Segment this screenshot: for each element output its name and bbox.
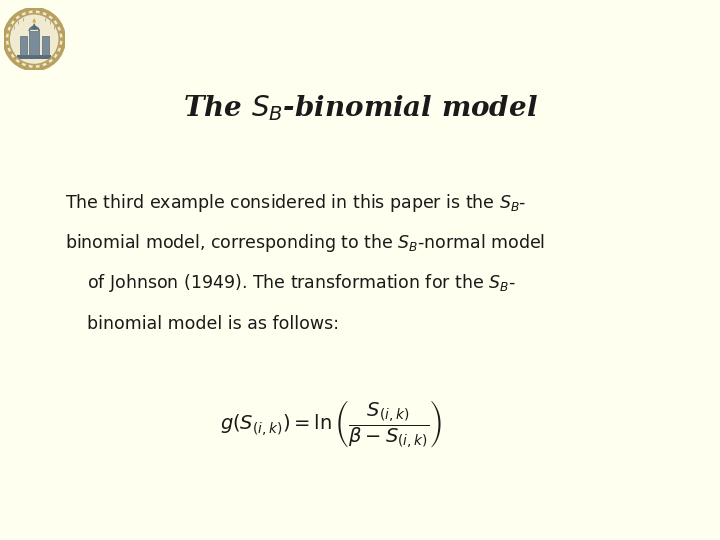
Circle shape bbox=[40, 11, 42, 14]
Circle shape bbox=[47, 62, 49, 64]
Circle shape bbox=[26, 65, 28, 67]
Circle shape bbox=[5, 9, 63, 69]
Polygon shape bbox=[32, 18, 36, 22]
Circle shape bbox=[14, 18, 16, 21]
Text: of Johnson (1949). The transformation for the $S_B$-: of Johnson (1949). The transformation fo… bbox=[65, 273, 516, 294]
Circle shape bbox=[60, 31, 62, 33]
Text: binomial model is as follows:: binomial model is as follows: bbox=[65, 315, 339, 333]
Text: binomial model, corresponding to the $S_B$-normal model: binomial model, corresponding to the $S_… bbox=[65, 232, 545, 254]
Circle shape bbox=[53, 58, 55, 60]
FancyBboxPatch shape bbox=[30, 31, 39, 55]
Circle shape bbox=[33, 66, 35, 68]
Text: The $\mathit{S}_{\mathit{B}}$-binomial model: The $\mathit{S}_{\mathit{B}}$-binomial m… bbox=[183, 93, 537, 123]
Circle shape bbox=[47, 14, 49, 16]
Circle shape bbox=[60, 38, 63, 40]
Text: |: | bbox=[22, 17, 24, 21]
Circle shape bbox=[19, 62, 22, 64]
Circle shape bbox=[9, 24, 12, 26]
Circle shape bbox=[33, 10, 35, 12]
FancyBboxPatch shape bbox=[19, 36, 27, 55]
FancyBboxPatch shape bbox=[42, 36, 49, 55]
Text: |: | bbox=[17, 21, 19, 25]
Circle shape bbox=[9, 52, 12, 54]
Circle shape bbox=[26, 11, 28, 14]
Circle shape bbox=[6, 45, 9, 48]
Circle shape bbox=[14, 58, 16, 60]
Circle shape bbox=[6, 38, 8, 40]
Circle shape bbox=[57, 24, 59, 26]
Circle shape bbox=[6, 31, 9, 33]
Text: The third example considered in this paper is the $S_B$-: The third example considered in this pap… bbox=[65, 192, 526, 213]
Circle shape bbox=[19, 14, 22, 16]
Text: |: | bbox=[45, 17, 46, 21]
Text: $g\left(S_{(i,k)}\right)=\ln\left(\dfrac{S_{(i,k)}}{\beta - S_{(i,k)}}\right)$: $g\left(S_{(i,k)}\right)=\ln\left(\dfrac… bbox=[220, 398, 442, 450]
Circle shape bbox=[40, 65, 42, 67]
Text: |: | bbox=[14, 26, 15, 30]
Text: |: | bbox=[53, 26, 55, 30]
Circle shape bbox=[60, 45, 62, 48]
Text: |: | bbox=[50, 21, 51, 25]
Circle shape bbox=[53, 18, 55, 21]
Polygon shape bbox=[30, 23, 38, 30]
Circle shape bbox=[57, 52, 59, 54]
FancyBboxPatch shape bbox=[17, 55, 51, 59]
